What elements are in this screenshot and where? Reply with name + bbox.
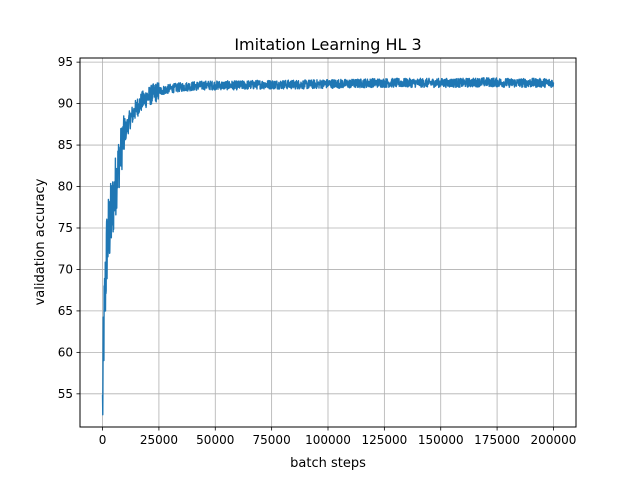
x-tick-label: 125000 [361, 433, 407, 447]
y-tick-label: 95 [58, 55, 73, 69]
y-tick-label: 85 [58, 138, 73, 152]
x-axis-label: batch steps [290, 456, 366, 471]
y-tick-label: 55 [58, 387, 73, 401]
accuracy-line [101, 77, 555, 416]
y-tick-label: 65 [58, 304, 73, 318]
x-tick-label: 0 [99, 433, 107, 447]
y-axis-label: validation accuracy [33, 178, 48, 305]
x-tick-label: 50000 [196, 433, 234, 447]
x-tick-label: 25000 [140, 433, 178, 447]
grid [80, 58, 576, 427]
y-tick-label: 80 [58, 180, 73, 194]
x-tick-label: 150000 [418, 433, 464, 447]
y-axis: 55 60 65 70 75 80 85 90 95 [58, 55, 80, 401]
y-tick-label: 90 [58, 97, 73, 111]
x-axis: 0 25000 50000 75000 100000 125000 150000 175000… [99, 427, 577, 447]
x-tick-label: 175000 [474, 433, 520, 447]
y-tick-label: 70 [58, 262, 73, 276]
series-layer [101, 77, 555, 416]
x-tick-label: 200000 [531, 433, 577, 447]
x-tick-label: 100000 [305, 433, 351, 447]
chart-title: Imitation Learning HL 3 [234, 35, 421, 54]
y-tick-label: 75 [58, 221, 73, 235]
x-tick-label: 75000 [253, 433, 291, 447]
y-tick-label: 60 [58, 345, 73, 359]
